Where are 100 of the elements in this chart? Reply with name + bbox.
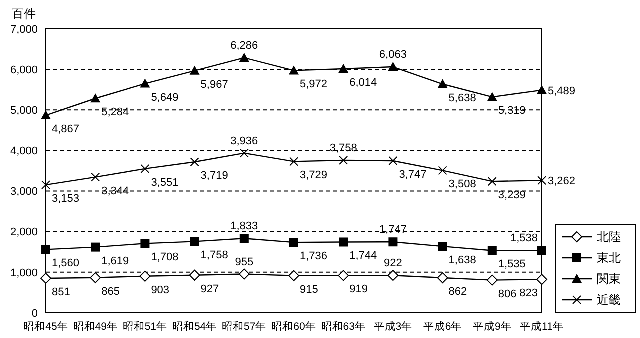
point bbox=[339, 238, 348, 247]
y-tick-label: 4,000 bbox=[10, 146, 38, 158]
point bbox=[486, 274, 498, 286]
data-label: 903 bbox=[151, 284, 170, 296]
data-label: 1,538 bbox=[510, 232, 538, 245]
data-label: 1,535 bbox=[498, 258, 526, 271]
point bbox=[189, 270, 200, 281]
point bbox=[240, 148, 249, 158]
point bbox=[239, 52, 250, 62]
x-tick-label: 昭和60年 bbox=[272, 320, 316, 333]
data-label: 851 bbox=[52, 286, 70, 298]
point bbox=[90, 94, 101, 103]
point bbox=[438, 166, 448, 176]
data-label: 6,014 bbox=[350, 77, 378, 90]
legend-label: 北陸 bbox=[597, 230, 621, 244]
data-label: 1,619 bbox=[102, 255, 130, 268]
point bbox=[488, 177, 497, 186]
y-tick-label: 5,000 bbox=[10, 104, 38, 117]
legend-label: 関東 bbox=[597, 272, 621, 286]
x-tick-label: 昭和49年 bbox=[73, 320, 118, 333]
data-label: 3,936 bbox=[230, 135, 258, 148]
point bbox=[140, 270, 151, 282]
point bbox=[538, 246, 546, 256]
x-tick-label: 昭和54年 bbox=[172, 320, 218, 333]
data-label: 806 bbox=[498, 288, 517, 300]
data-label: 862 bbox=[448, 286, 468, 298]
point bbox=[190, 66, 200, 75]
data-label: 3,719 bbox=[200, 170, 228, 182]
data-label: 3,747 bbox=[399, 168, 427, 181]
data-label: 5,638 bbox=[448, 92, 476, 104]
point bbox=[338, 64, 349, 74]
data-label: 5,972 bbox=[300, 78, 328, 91]
point bbox=[438, 79, 448, 88]
data-label: 5,489 bbox=[548, 85, 576, 98]
point bbox=[40, 272, 52, 284]
point bbox=[536, 274, 548, 286]
data-label: 3,344 bbox=[102, 185, 130, 198]
y-tick-label: 2,000 bbox=[10, 226, 38, 239]
data-label: 5,319 bbox=[498, 105, 526, 118]
data-label: 3,262 bbox=[548, 176, 576, 188]
y-axis-title: 百件 bbox=[12, 7, 36, 21]
x-tick-label: 昭和51年 bbox=[122, 320, 168, 333]
point bbox=[488, 246, 497, 256]
point bbox=[140, 78, 150, 88]
point bbox=[90, 272, 102, 284]
point bbox=[438, 242, 448, 252]
point bbox=[538, 176, 546, 186]
x-tick-label: 昭和45年 bbox=[24, 320, 68, 333]
data-label: 5,649 bbox=[151, 92, 179, 104]
point bbox=[388, 238, 398, 247]
data-label: 823 bbox=[520, 288, 538, 300]
data-label: 3,729 bbox=[300, 170, 328, 182]
x-tick-label: 平成9年 bbox=[472, 320, 512, 333]
point bbox=[91, 172, 100, 182]
x-tick-label: 平成3年 bbox=[374, 320, 413, 333]
data-label: 5,284 bbox=[102, 106, 130, 119]
data-label: 927 bbox=[200, 283, 220, 296]
point bbox=[537, 85, 547, 94]
data-label: 1,638 bbox=[448, 254, 476, 267]
point bbox=[487, 92, 498, 102]
y-tick-label: 0 bbox=[32, 308, 38, 320]
data-label: 3,153 bbox=[52, 193, 80, 206]
point bbox=[190, 158, 200, 167]
data-label: 1,560 bbox=[52, 258, 80, 270]
legend-label: 近畿 bbox=[597, 293, 621, 308]
point bbox=[140, 164, 150, 174]
point bbox=[289, 66, 299, 75]
data-label: 955 bbox=[235, 256, 254, 268]
point bbox=[290, 238, 298, 248]
point bbox=[437, 272, 448, 284]
point bbox=[338, 270, 350, 282]
data-label: 3,508 bbox=[448, 178, 476, 191]
point bbox=[339, 156, 348, 166]
data-label: 922 bbox=[384, 258, 402, 270]
point bbox=[41, 110, 51, 120]
data-label: 915 bbox=[300, 284, 318, 296]
point bbox=[240, 234, 249, 244]
point bbox=[290, 157, 298, 166]
data-label: 5,967 bbox=[200, 78, 228, 91]
point bbox=[140, 239, 150, 248]
y-tick-label: 6,000 bbox=[10, 64, 38, 76]
x-tick-label: 昭和57年 bbox=[222, 320, 267, 333]
point bbox=[388, 270, 399, 282]
data-label: 6,286 bbox=[230, 40, 258, 52]
point bbox=[388, 156, 398, 166]
data-label: 1,747 bbox=[379, 224, 407, 236]
y-tick-label: 7,000 bbox=[10, 24, 38, 36]
point bbox=[42, 245, 50, 254]
data-label: 6,063 bbox=[379, 49, 407, 62]
data-label: 1,758 bbox=[200, 250, 228, 262]
point bbox=[238, 268, 250, 280]
data-label: 865 bbox=[102, 286, 120, 298]
legend-label: 東北 bbox=[597, 251, 621, 266]
point bbox=[91, 242, 100, 252]
data-label: 1,708 bbox=[151, 252, 179, 264]
data-label: 1,736 bbox=[300, 250, 328, 263]
point bbox=[388, 62, 398, 72]
data-label: 3,551 bbox=[151, 176, 179, 189]
x-tick-label: 平成6年 bbox=[423, 320, 462, 333]
y-tick-label: 1,000 bbox=[10, 267, 38, 280]
